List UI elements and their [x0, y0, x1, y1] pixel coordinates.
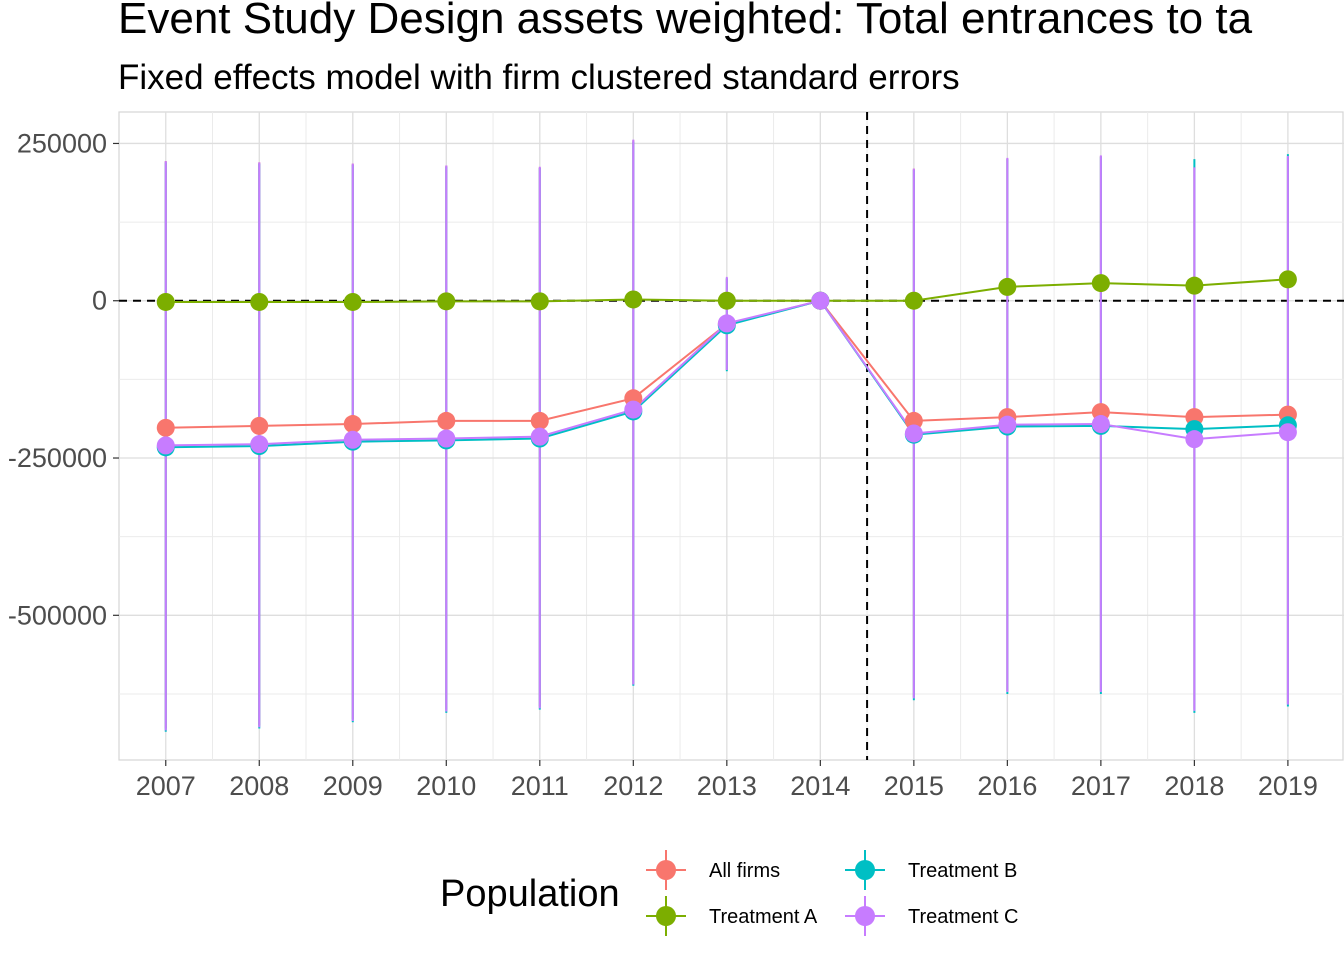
legend-label-treatment-c: Treatment C [908, 906, 1018, 928]
x-tick-label: 2010 [416, 771, 476, 801]
legend-label-all-firms: All firms [709, 860, 780, 882]
point-treatment-a [530, 292, 549, 311]
point-treatment-c [1185, 430, 1204, 449]
point-treatment-c [1278, 423, 1297, 442]
point-treatment-a [250, 292, 269, 311]
point-treatment-c [717, 314, 736, 333]
point-all-firms [156, 418, 175, 437]
chart-subtitle: Fixed effects model with firm clustered … [118, 58, 960, 97]
point-treatment-a [1091, 274, 1110, 293]
axes: 250000 0 -250000 -500000 2007 2008 2009 2010 201… [8, 128, 1318, 801]
panel-border [118, 111, 1344, 761]
y-tick-label: -250000 [8, 443, 107, 473]
y-tick-label: -500000 [8, 600, 107, 630]
legend-title: Population [440, 873, 620, 915]
point-treatment-a [156, 292, 175, 311]
legend-label-treatment-a: Treatment A [709, 906, 818, 928]
point-treatment-c [811, 291, 830, 310]
x-tick-label: 2019 [1258, 771, 1318, 801]
point-treatment-a [437, 292, 456, 311]
x-tick-label: 2015 [884, 771, 944, 801]
legend-key-point-treatment-b [855, 860, 875, 880]
point-all-firms [904, 411, 923, 430]
x-tick-label: 2014 [790, 771, 850, 801]
point-all-firms [343, 415, 362, 434]
reference-lines [119, 112, 1344, 760]
x-tick-label: 2013 [697, 771, 757, 801]
point-treatment-c [530, 427, 549, 446]
legend: Population All firms Treatment A Treatment… [440, 850, 1018, 936]
x-tick-label: 2008 [229, 771, 289, 801]
legend-key-point-treatment-a [656, 906, 676, 926]
point-treatment-a [343, 292, 362, 311]
point-treatment-a [1185, 276, 1204, 295]
point-treatment-c [437, 429, 456, 448]
point-all-firms [530, 411, 549, 430]
x-tick-label: 2018 [1164, 771, 1224, 801]
point-treatment-c [250, 435, 269, 454]
series-points [156, 270, 1297, 457]
legend-label-treatment-b: Treatment B [908, 860, 1017, 882]
point-treatment-a [717, 291, 736, 310]
x-tick-label: 2016 [977, 771, 1037, 801]
point-treatment-a [1278, 270, 1297, 289]
plot-grid [118, 111, 1344, 761]
x-tick-label: 2009 [323, 771, 383, 801]
y-tick-label: 250000 [17, 128, 107, 158]
point-treatment-c [156, 436, 175, 455]
legend-key-point-treatment-c [855, 906, 875, 926]
point-treatment-c [624, 400, 643, 419]
point-treatment-c [998, 415, 1017, 434]
x-tick-label: 2017 [1071, 771, 1131, 801]
point-treatment-a [624, 290, 643, 309]
point-treatment-a [998, 277, 1017, 296]
point-treatment-a [904, 291, 923, 310]
legend-key-point-all-firms [656, 860, 676, 880]
point-all-firms [250, 416, 269, 435]
point-treatment-c [1091, 415, 1110, 434]
y-tick-label: 0 [92, 286, 107, 316]
x-tick-label: 2011 [511, 771, 569, 801]
point-all-firms [437, 411, 456, 430]
x-tick-label: 2007 [136, 771, 196, 801]
point-treatment-c [904, 424, 923, 443]
x-tick-label: 2012 [603, 771, 663, 801]
chart-title: Event Study Design assets weighted: Tota… [118, 0, 1253, 43]
point-treatment-c [343, 430, 362, 449]
